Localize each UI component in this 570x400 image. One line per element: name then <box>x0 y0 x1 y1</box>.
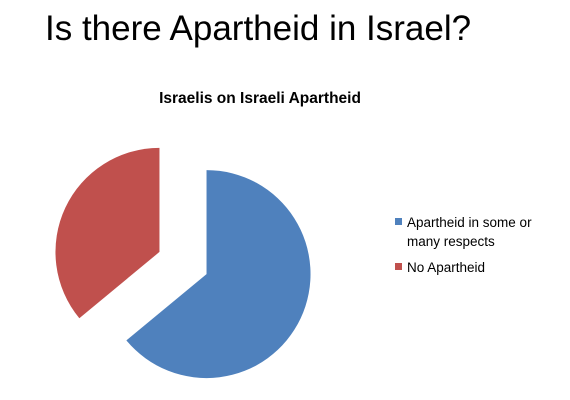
legend-item-apartheid: Apartheid in some or many respects <box>395 213 560 251</box>
legend-label: No Apartheid <box>407 260 486 275</box>
legend-swatch <box>395 263 402 270</box>
legend-item-no-apartheid: No Apartheid <box>395 258 560 277</box>
pie-slice-no-apartheid <box>55 147 160 319</box>
legend-label: Apartheid in some or many respects <box>407 215 532 249</box>
legend-swatch <box>395 218 402 225</box>
chart-title: Israelis on Israeli Apartheid <box>159 90 361 107</box>
slide-title: Is there Apartheid in Israel? <box>45 9 472 48</box>
pie-slice-apartheid <box>126 170 311 379</box>
chart-legend: Apartheid in some or many respects No Apa… <box>395 213 560 284</box>
